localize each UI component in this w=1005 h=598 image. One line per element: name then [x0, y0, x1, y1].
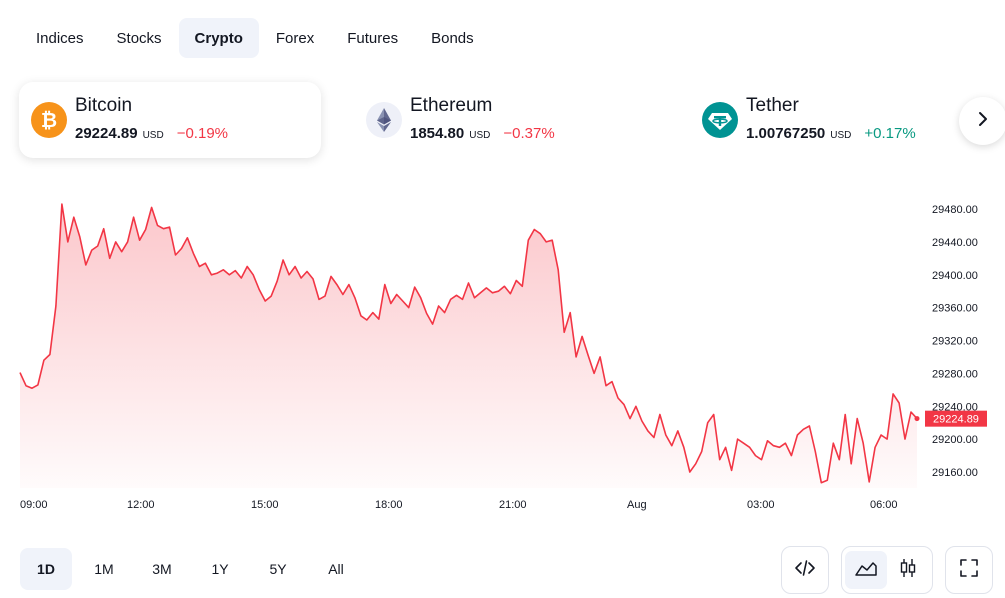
x-tick-label: 21:00 — [499, 499, 527, 511]
price-area-fill — [20, 204, 917, 488]
range-all[interactable]: All — [328, 561, 344, 577]
y-tick-label: 29240.00 — [932, 401, 978, 413]
time-range-selector: 1D 1M 3M 1Y 5Y All — [20, 548, 368, 590]
embed-button[interactable] — [781, 546, 829, 594]
coin-stats: 1.00767250 USD +0.17% — [746, 125, 916, 142]
x-tick-label: 18:00 — [375, 499, 403, 511]
last-price-badge — [925, 410, 987, 427]
y-tick-label: 29480.00 — [932, 204, 978, 216]
x-tick-label: Aug — [627, 499, 647, 511]
tab-futures[interactable]: Futures — [347, 29, 399, 47]
tether-icon — [702, 102, 738, 138]
area-chart-icon — [854, 557, 878, 584]
chevron-right-icon — [975, 111, 991, 132]
price-chart[interactable]: 29480.00 29440.00 29400.00 29360.00 29320.00… — [0, 180, 1005, 520]
coin-card-bitcoin[interactable]: ₿ Bitcoin 29224.89 USD −0.19% — [19, 82, 321, 158]
y-tick-label: 29160.00 — [932, 467, 978, 479]
coin-price: 1.00767250 — [746, 125, 826, 142]
y-tick-label: 29360.00 — [932, 303, 978, 315]
coin-stats: 1854.80 USD −0.37% — [410, 125, 555, 142]
x-tick-label: 12:00 — [127, 499, 155, 511]
tab-bonds[interactable]: Bonds — [431, 29, 474, 47]
ethereum-icon — [366, 102, 402, 138]
bitcoin-icon: ₿ — [31, 102, 67, 138]
price-line — [19, 203, 918, 484]
next-coins-button[interactable] — [959, 97, 1005, 145]
x-tick-label: 09:00 — [20, 499, 48, 511]
tab-crypto[interactable]: Crypto — [178, 18, 259, 58]
y-tick-label: 29320.00 — [932, 336, 978, 348]
chart-style-toggle — [841, 546, 933, 594]
x-tick-label: 15:00 — [251, 499, 279, 511]
y-tick-label: 29280.00 — [932, 368, 978, 380]
last-price-point — [914, 416, 920, 422]
coin-currency: USD — [469, 130, 491, 141]
last-price-label: 29224.89 — [933, 414, 979, 426]
coin-currency: USD — [830, 130, 852, 141]
x-tick-label: 06:00 — [870, 499, 898, 511]
coin-name: Ethereum — [410, 95, 493, 116]
candlestick-icon — [897, 557, 919, 584]
y-tick-label: 29440.00 — [932, 237, 978, 249]
coin-change: −0.19% — [176, 125, 228, 142]
coin-card-ethereum[interactable]: Ethereum 1854.80 USD −0.37% — [354, 82, 656, 158]
coin-card-tether[interactable]: Tether 1.00767250 USD +0.17% — [690, 82, 952, 158]
market-tabs: Indices Stocks Crypto Forex Futures Bond… — [20, 18, 491, 58]
svg-text:₿: ₿ — [41, 108, 57, 132]
coin-name: Tether — [746, 95, 799, 116]
candlestick-button[interactable] — [887, 551, 929, 589]
y-tick-label: 29200.00 — [932, 434, 978, 446]
tab-indices[interactable]: Indices — [36, 29, 84, 47]
coin-price: 29224.89 — [75, 125, 138, 142]
range-5y[interactable]: 5Y — [269, 561, 287, 577]
tab-stocks[interactable]: Stocks — [116, 29, 162, 47]
coin-price: 1854.80 — [410, 125, 465, 142]
coin-name: Bitcoin — [75, 95, 133, 116]
range-3m[interactable]: 3M — [152, 561, 172, 577]
fullscreen-icon — [958, 557, 980, 584]
range-1y[interactable]: 1Y — [211, 561, 229, 577]
coin-currency: USD — [142, 130, 164, 141]
x-tick-label: 03:00 — [747, 499, 775, 511]
coin-change: −0.37% — [503, 125, 555, 142]
range-1m[interactable]: 1M — [94, 561, 114, 577]
area-chart-button[interactable] — [845, 551, 887, 589]
range-1d[interactable]: 1D — [20, 548, 72, 590]
tab-forex[interactable]: Forex — [275, 29, 315, 47]
coin-stats: 29224.89 USD −0.19% — [75, 125, 228, 142]
y-tick-label: 29400.00 — [932, 270, 978, 282]
coin-change: +0.17% — [864, 125, 916, 142]
fullscreen-button[interactable] — [945, 546, 993, 594]
code-icon — [794, 557, 816, 584]
